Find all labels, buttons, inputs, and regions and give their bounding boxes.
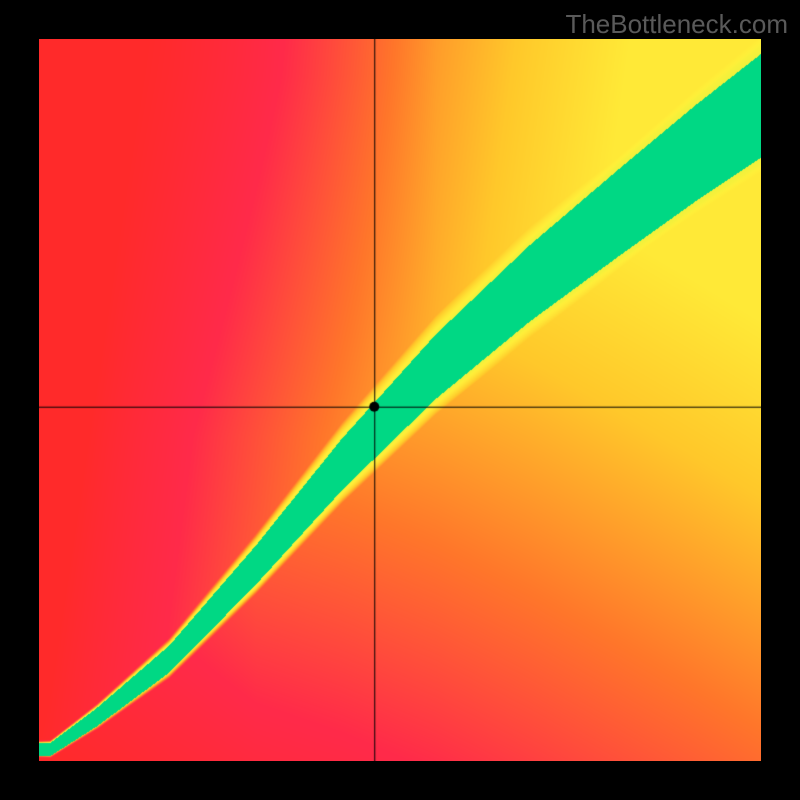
watermark-text: TheBottleneck.com bbox=[565, 9, 788, 40]
heatmap-canvas bbox=[39, 39, 761, 761]
heatmap-plot bbox=[39, 39, 761, 761]
chart-frame: TheBottleneck.com bbox=[0, 0, 800, 800]
